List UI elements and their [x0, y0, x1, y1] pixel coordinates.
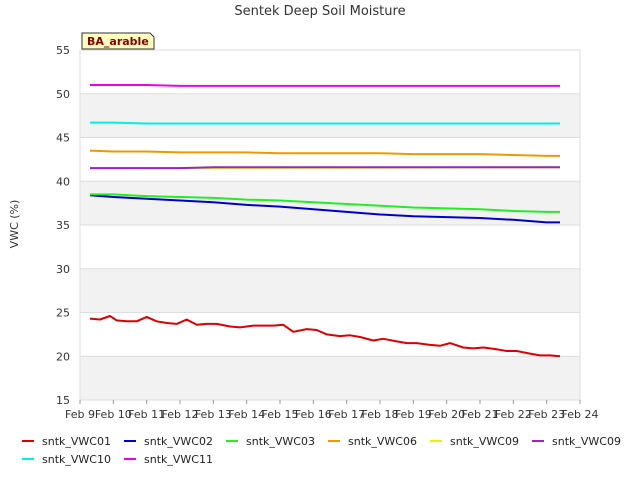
- legend-item: sntk_VWC11: [124, 453, 213, 466]
- grid-lines: [80, 49, 580, 401]
- legend-label: sntk_VWC09: [552, 435, 621, 448]
- legend-label: sntk_VWC01: [42, 435, 111, 448]
- x-tick-label: Feb 22: [495, 408, 532, 421]
- y-axis-label: VWC (%): [8, 200, 21, 249]
- series-line: [90, 193, 560, 213]
- series-line: [89, 315, 561, 358]
- legend-item: sntk_VWC06: [328, 435, 417, 448]
- plot-band: [80, 356, 580, 400]
- x-tick-label: Feb 20: [428, 408, 465, 421]
- series-line: [90, 121, 560, 125]
- x-tick-label: Feb 11: [128, 408, 165, 421]
- legend-label: sntk_VWC11: [144, 453, 213, 466]
- series-layer: [89, 84, 561, 358]
- legend-label: sntk_VWC03: [246, 435, 315, 448]
- tag-badge-box: [81, 32, 155, 50]
- legend: sntk_VWC01 sntk_VWC02 sntk_VWC03 sntk_VWC06…: [22, 435, 621, 466]
- legend-label: sntk_VWC02: [144, 435, 213, 448]
- legend-label: sntk_VWC09: [450, 435, 519, 448]
- x-tick-label: Feb 19: [395, 408, 432, 421]
- series-line: [90, 166, 560, 170]
- x-tick-label: Feb 16: [295, 408, 332, 421]
- x-tick-label: Feb 15: [262, 408, 299, 421]
- legend-item: sntk_VWC09: [532, 435, 621, 448]
- y-tick-label: 30: [56, 263, 70, 276]
- x-tick-label: Feb 21: [462, 408, 499, 421]
- series-line: [89, 194, 560, 224]
- legend-item: sntk_VWC02: [124, 435, 213, 448]
- x-tick-label: Feb 10: [95, 408, 132, 421]
- y-axis: 15 20 25 30 35 40 45 50 55: [56, 44, 70, 407]
- plot-band: [80, 93, 580, 138]
- y-tick-label: 40: [56, 175, 70, 188]
- y-tick-label: 50: [56, 88, 70, 101]
- x-tick-label: Feb 14: [228, 408, 265, 421]
- y-tick-label: 25: [56, 307, 70, 320]
- legend-label: sntk_VWC10: [42, 453, 111, 466]
- tag-badge: BA_arable: [81, 32, 155, 50]
- x-tick-label: Feb 17: [328, 408, 365, 421]
- y-tick-label: 45: [56, 132, 70, 145]
- plot-band: [80, 268, 580, 313]
- legend-item: sntk_VWC01: [22, 435, 111, 448]
- series-line: [89, 149, 560, 157]
- x-tick-label: Feb 18: [362, 408, 399, 421]
- legend-label: sntk_VWC06: [348, 435, 417, 448]
- plot-band: [80, 137, 580, 182]
- legend-item: sntk_VWC10: [22, 453, 111, 466]
- y-tick-label: 20: [56, 350, 70, 363]
- legend-item: sntk_VWC03: [226, 435, 315, 448]
- tag-badge-text: BA_arable: [87, 35, 149, 48]
- series-line: [90, 84, 560, 87]
- y-tick-label: 35: [56, 219, 70, 232]
- x-tick-label: Feb 24: [562, 408, 599, 421]
- x-tick-label: Feb 9: [65, 408, 95, 421]
- chart-title: Sentek Deep Soil Moisture: [234, 4, 405, 19]
- x-tick-label: Feb 12: [162, 408, 199, 421]
- y-tick-label: 55: [56, 44, 70, 57]
- legend-item: sntk_VWC09: [430, 435, 519, 448]
- x-tick-label: Feb 13: [195, 408, 232, 421]
- plot-band: [80, 50, 580, 94]
- plot-band: [80, 225, 580, 269]
- y-tick-label: 15: [56, 394, 70, 407]
- x-tick-label: Feb 23: [528, 408, 565, 421]
